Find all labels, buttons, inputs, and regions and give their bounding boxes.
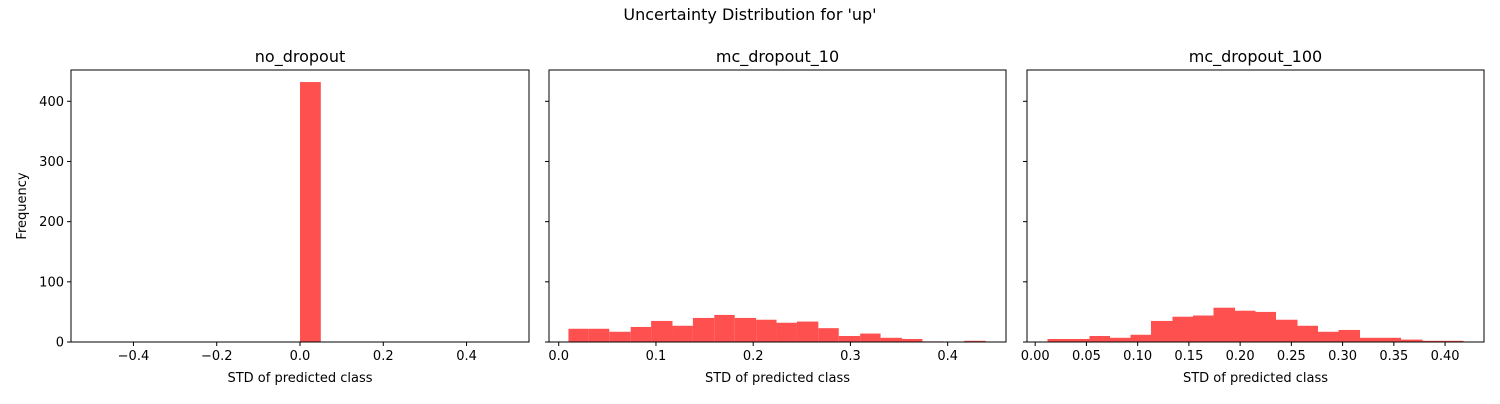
histogram-bar: [1297, 325, 1319, 342]
histogram-bar: [1089, 335, 1110, 342]
panel-title: no_dropout: [255, 47, 345, 67]
panel-3: 0.00 0.05 0.10 0.15 0.20 0.25 0.30 0.35 0.40 mc_d…: [1021, 47, 1485, 386]
histogram-bar: [964, 340, 986, 342]
histogram-bar: [1192, 315, 1214, 342]
x-tick-label: 0.10: [1123, 349, 1152, 364]
histogram-bar: [568, 328, 589, 342]
panel-1: −0.4 −0.2 0.0 0.2 0.4 0 100 200 300 400 no_dropout…: [15, 47, 530, 386]
histogram-bar: [796, 321, 819, 342]
panel-title: mc_dropout_100: [1189, 47, 1322, 67]
x-tick-label: 0.20: [1226, 349, 1255, 364]
x-axis-label: STD of predicted class: [227, 371, 372, 386]
y-tick-label: 100: [39, 275, 64, 290]
histogram-bar: [1380, 337, 1402, 342]
y-axis-label: Frequency: [15, 172, 30, 239]
histogram-bar: [1172, 316, 1193, 342]
histogram-bar: [692, 317, 715, 342]
histogram-bar: [1067, 338, 1090, 342]
histogram-bar: [672, 325, 693, 342]
histogram-bar: [776, 322, 797, 342]
x-tick-label: 0.35: [1379, 349, 1408, 364]
panel-2: 0.0 0.1 0.2 0.3 0.4 mc_dropout_10 STD of predi…: [545, 47, 1007, 386]
histogram-bar: [1235, 310, 1256, 342]
histogram-bar: [714, 314, 735, 342]
histogram-bar: [1318, 331, 1339, 342]
histogram-bar: [1150, 320, 1173, 342]
x-tick-label: 0.4: [456, 349, 477, 364]
panel-title: mc_dropout_10: [716, 47, 839, 67]
y-tick-label: 400: [39, 95, 64, 110]
histogram-bar: [1338, 329, 1361, 342]
histogram-bar: [651, 320, 673, 342]
histogram-bar: [838, 335, 861, 342]
axes-frame: [548, 69, 1007, 343]
histogram-bar: [1213, 307, 1236, 342]
histogram-bar: [1255, 311, 1276, 342]
x-tick-label: −0.4: [118, 349, 150, 364]
x-tick-label: 0.4: [937, 349, 958, 364]
histogram-bar: [1401, 339, 1423, 342]
x-axis-label: STD of predicted class: [1183, 371, 1328, 386]
y-tick-label: 200: [39, 215, 64, 230]
x-tick-label: 0.0: [548, 349, 569, 364]
histogram-bar: [588, 328, 610, 342]
x-axis-label: STD of predicted class: [705, 371, 850, 386]
x-tick-label: 0.05: [1072, 349, 1101, 364]
x-tick-label: 0.30: [1328, 349, 1357, 364]
x-tick-label: 0.40: [1431, 349, 1460, 364]
x-tick-label: 0.0: [290, 349, 311, 364]
histogram-bar: [630, 326, 652, 342]
histogram-bar: [1422, 340, 1444, 342]
histogram-bar: [1130, 334, 1151, 342]
histogram-bar: [609, 331, 631, 342]
axes-frame: [1026, 69, 1485, 343]
y-tick-label: 300: [39, 155, 64, 170]
y-tick-label: 0: [56, 336, 64, 351]
histogram-bar: [860, 333, 881, 342]
x-tick-label: 0.3: [840, 349, 861, 364]
histogram-bar: [1275, 319, 1298, 342]
histogram-bar: [756, 319, 777, 342]
x-tick-label: 0.2: [743, 349, 764, 364]
x-tick-label: 0.1: [646, 349, 667, 364]
histogram-bar: [300, 82, 321, 342]
histogram-bar: [734, 317, 757, 342]
histogram-bar: [880, 337, 902, 342]
x-tick-label: 0.25: [1277, 349, 1306, 364]
histogram-bar: [901, 338, 923, 342]
x-tick-label: 0.00: [1021, 349, 1050, 364]
histogram-bar: [1109, 337, 1131, 342]
histogram-bar: [1047, 338, 1068, 342]
histogram-bar: [1360, 337, 1381, 342]
x-tick-label: −0.2: [201, 349, 233, 364]
histogram-bar: [818, 328, 839, 342]
histogram-bar: [1443, 340, 1464, 342]
figure-title: Uncertainty Distribution for 'up': [623, 5, 877, 24]
x-tick-label: 0.15: [1174, 349, 1203, 364]
x-tick-label: 0.2: [373, 349, 394, 364]
